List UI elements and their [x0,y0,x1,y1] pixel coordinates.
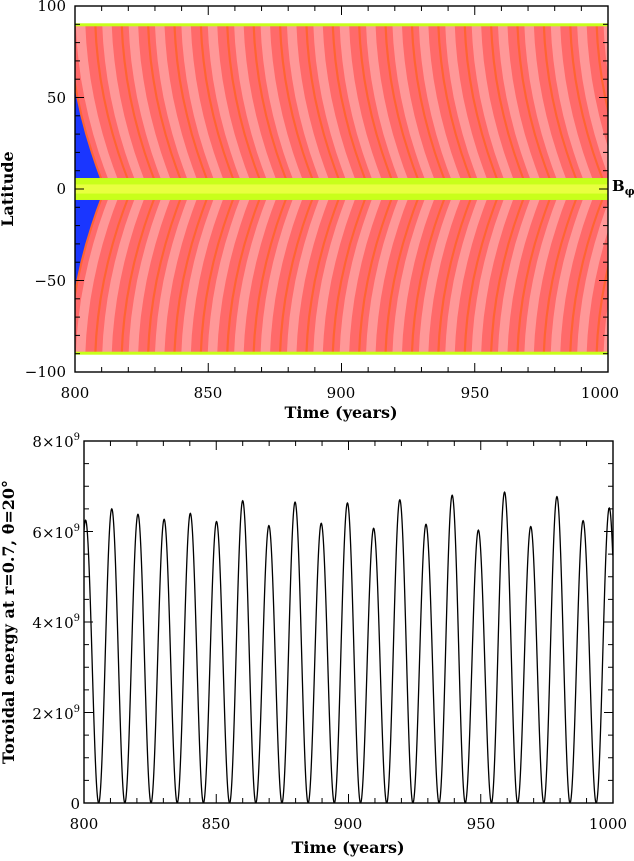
pink-core-north-10 [339,24,382,178]
top-xtick-label-800: 800 [61,384,90,402]
pink-core-north-7 [260,24,302,178]
bottom-ytick-label-6e9: 6×109 [32,523,80,542]
pink-core-south-3 [154,200,197,354]
pink-core-north-15 [471,24,513,178]
cyan-edge-south-20 [623,200,634,354]
bottom-plot-frame [83,440,614,804]
pink-core-south-14 [445,200,487,354]
pink-core-south-0 [75,200,118,354]
bottom-y-axis-title: Toroidal energy at r=0.7, θ=20° [0,480,18,764]
darkblue-core-south-19 [607,344,608,354]
lowlat-black-streak-south-19 [621,210,634,224]
bottom-ytick-2e9-exponent: 9 [74,704,80,715]
top-xtick-label-850: 850 [194,384,223,402]
bottom-ytick-4e9-exponent: 9 [74,613,80,624]
field-label-b: B [612,177,625,195]
pink-core-south-17 [524,200,566,354]
south-pole-fringe [75,351,608,355]
bottom-ytick-4e9-mantissa: 4×10 [32,614,73,632]
cyan-edge-north-20 [623,24,634,178]
bottom-ytick-label-2e9: 2×109 [32,704,80,723]
pink-core-north-6 [234,24,276,178]
bottom-xtick-label-800: 800 [70,815,99,833]
bottom-xtick-label-1000: 1000 [589,815,627,833]
top-xtick-label-950: 950 [461,384,490,402]
bottom-ytick-label-0: 0 [70,795,80,813]
top-ytick-label-minus100: −100 [25,363,66,381]
pink-core-south-19 [577,202,608,354]
pink-core-north-0 [75,24,118,178]
pink-core-south-6 [234,200,276,354]
pink-core-north-16 [497,24,540,178]
pink-core-south-10 [339,200,382,354]
top-xtick-label-900: 900 [327,384,356,402]
pink-core-south-11 [366,200,408,354]
polar-black-blob-north-20 [628,34,634,69]
bottom-axis-ticks [83,440,614,804]
top-y-axis-title: Latitude [0,151,17,226]
pink-core-south-13 [418,200,461,354]
pink-core-north-8 [286,24,329,178]
north-pole-fringe [75,23,608,27]
orange-edge-north-20 [595,24,608,116]
top-plot-frame [74,5,609,373]
field-label-phi-subscript: φ [625,185,634,198]
darkblue-core-north-19 [607,24,608,34]
pink-core-north-18 [550,24,593,178]
top-ytick-label-50: 50 [47,89,66,107]
butterfly-diagram-panel: 100 50 0 −50 −100 800 850 900 950 1000 T… [0,0,634,422]
bottom-xtick-label-950: 950 [467,815,496,833]
field-label-b-phi: Bφ [612,177,634,198]
pink-core-north-1 [102,24,144,178]
pink-core-north-11 [366,24,408,178]
pink-core-south-9 [313,200,355,354]
orange-edge-south-20 [595,262,608,354]
bottom-ytick-2e9-mantissa: 2×10 [32,705,73,723]
pink-core-south-2 [128,200,170,354]
pink-core-north-14 [445,24,487,178]
top-ytick-label-0: 0 [56,180,66,198]
bottom-x-axis-title: Time (years) [291,838,404,857]
pink-core-north-13 [418,24,461,178]
top-ytick-label-minus50: −50 [34,272,66,290]
bottom-ytick-label-4e9: 4×109 [32,613,80,632]
bottom-ytick-6e9-exponent: 9 [74,523,80,534]
top-xtick-label-1000: 1000 [581,384,619,402]
pink-core-south-1 [102,200,144,354]
pink-core-south-18 [550,200,593,354]
pink-core-north-5 [207,24,250,178]
bottom-ytick-6e9-mantissa: 6×10 [32,524,73,542]
polar-black-blob-south-20 [628,309,634,344]
pink-core-south-16 [497,200,540,354]
pink-core-south-8 [286,200,329,354]
top-ytick-label-100: 100 [37,0,66,15]
bottom-ytick-8e9-mantissa: 8×10 [32,433,73,451]
toroidal-energy-line [84,491,613,803]
lowlat-black-streak-north-19 [621,155,634,169]
bottom-xtick-label-850: 850 [202,815,231,833]
bottom-xtick-label-900: 900 [334,815,363,833]
bottom-ytick-label-8e9: 8×109 [32,432,80,451]
equatorial-core [75,184,608,194]
pink-core-south-5 [207,200,250,354]
pink-core-south-15 [471,200,513,354]
pink-core-north-4 [181,24,223,178]
top-x-axis-title: Time (years) [284,403,397,422]
pink-core-north-9 [313,24,355,178]
toroidal-field-heatmap [75,23,634,355]
pink-core-south-12 [392,200,434,354]
toroidal-energy-panel: 8×109 6×109 4×109 2×109 0 800 850 900 95… [0,432,627,857]
pink-core-north-19 [577,24,608,176]
pink-core-north-2 [128,24,170,178]
bottom-ytick-8e9-exponent: 9 [74,432,80,443]
energy-line-series [84,491,613,803]
pink-core-north-3 [154,24,197,178]
pink-core-north-12 [392,24,434,178]
pink-core-south-4 [181,200,223,354]
pink-core-south-7 [260,200,302,354]
pink-core-north-17 [524,24,566,178]
